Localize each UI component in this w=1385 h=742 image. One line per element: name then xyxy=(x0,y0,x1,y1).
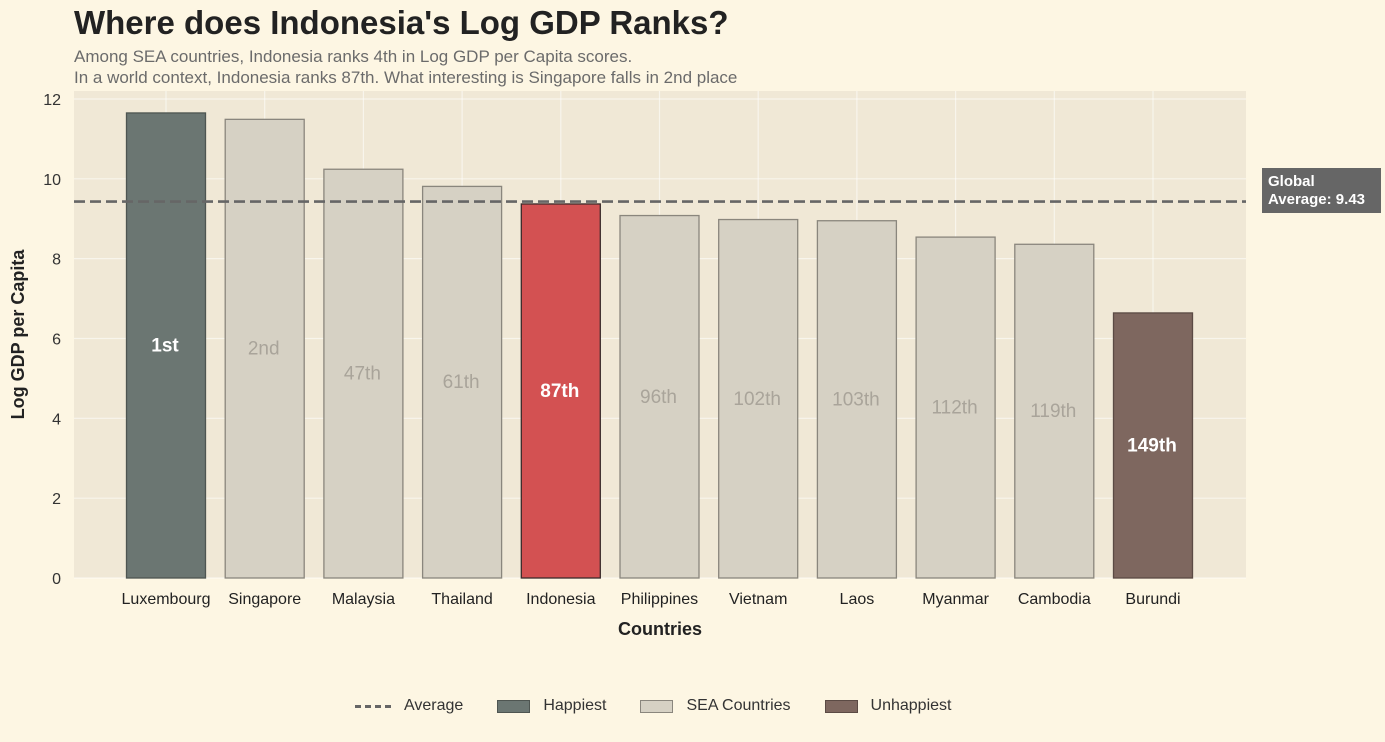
y-tick-label: 8 xyxy=(52,252,61,269)
bar-cambodia xyxy=(1014,243,1095,579)
x-tick-label-thailand: Thailand xyxy=(431,591,492,608)
chart-legend: Average Happiest SEA Countries Unhappies… xyxy=(355,697,985,715)
chart-subtitle-line-2: In a world context, Indonesia ranks 87th… xyxy=(74,68,738,87)
x-tick-label-laos: Laos xyxy=(840,591,875,608)
legend-label-sea: SEA Countries xyxy=(686,697,791,714)
legend-item-happiest: Happiest xyxy=(497,697,606,715)
bar-myanmar xyxy=(915,236,996,579)
y-tick-label: 6 xyxy=(52,331,61,348)
y-tick-label: 0 xyxy=(52,571,61,588)
chart-title: Where does Indonesia's Log GDP Ranks? xyxy=(74,4,729,41)
legend-swatch-sea xyxy=(640,699,674,713)
legend-item-average: Average xyxy=(355,697,463,715)
bar-philippines xyxy=(619,214,700,579)
rank-label-myanmar: 112th xyxy=(932,398,978,419)
y-tick-label: 10 xyxy=(43,172,61,189)
y-tick-label: 2 xyxy=(52,491,61,508)
rank-label-singapore: 2nd xyxy=(248,339,280,360)
y-axis-label: Log GDP per Capita xyxy=(8,249,28,420)
rank-label-vietnam: 102th xyxy=(733,389,781,410)
legend-label-happiest: Happiest xyxy=(543,697,607,714)
x-tick-label-malaysia: Malaysia xyxy=(332,591,395,608)
bar-chart: 0 2 4 6 8 10 12 1st 2nd 47th 61th 87th 96th 102th 103t… xyxy=(8,91,1381,639)
y-tick-label: 4 xyxy=(52,411,61,428)
rank-label-cambodia: 119th xyxy=(1030,401,1076,422)
x-tick-label-indonesia: Indonesia xyxy=(526,591,595,608)
legend-swatch-unhappiest xyxy=(824,699,858,713)
bar-burundi xyxy=(1112,312,1194,579)
bar-indonesia xyxy=(520,203,601,579)
x-tick-label-cambodia: Cambodia xyxy=(1018,591,1091,608)
bar-vietnam xyxy=(718,218,799,579)
legend-item-sea: SEA Countries xyxy=(640,697,791,715)
rank-label-indonesia: 87th xyxy=(540,381,579,402)
rank-label-luxembourg: 1st xyxy=(151,335,179,356)
average-annotation-line-2: Average: 9.43 xyxy=(1268,191,1365,208)
bar-laos xyxy=(816,220,898,579)
bar-singapore xyxy=(224,118,305,579)
bar-thailand xyxy=(421,185,503,579)
x-tick-label-singapore: Singapore xyxy=(228,591,301,608)
x-tick-label-philippines: Philippines xyxy=(621,591,698,608)
legend-label-unhappiest: Unhappiest xyxy=(870,697,952,714)
legend-dash-swatch xyxy=(355,704,391,708)
legend-item-unhappiest: Unhappiest xyxy=(824,697,952,715)
rank-label-thailand: 61th xyxy=(443,372,480,393)
rank-label-philippines: 96th xyxy=(640,387,677,408)
bar-luxembourg xyxy=(125,112,207,579)
x-tick-label-myanmar: Myanmar xyxy=(922,591,989,608)
legend-swatch-happiest xyxy=(497,699,531,713)
x-tick-label-burundi: Burundi xyxy=(1125,591,1180,608)
chart-subtitle-line-1: Among SEA countries, Indonesia ranks 4th… xyxy=(74,47,633,66)
x-tick-label-vietnam: Vietnam xyxy=(729,591,787,608)
average-annotation-box xyxy=(1262,168,1381,213)
bar-malaysia xyxy=(323,168,404,579)
legend-label-average: Average xyxy=(404,697,464,714)
x-axis-label: Countries xyxy=(618,619,702,639)
rank-label-burundi: 149th xyxy=(1127,435,1177,456)
rank-label-laos: 103th xyxy=(832,389,880,410)
x-tick-label-luxembourg: Luxembourg xyxy=(122,591,211,608)
y-tick-label: 12 xyxy=(43,92,61,109)
rank-label-malaysia: 47th xyxy=(344,364,381,385)
average-annotation-line-1: Global xyxy=(1268,173,1315,190)
